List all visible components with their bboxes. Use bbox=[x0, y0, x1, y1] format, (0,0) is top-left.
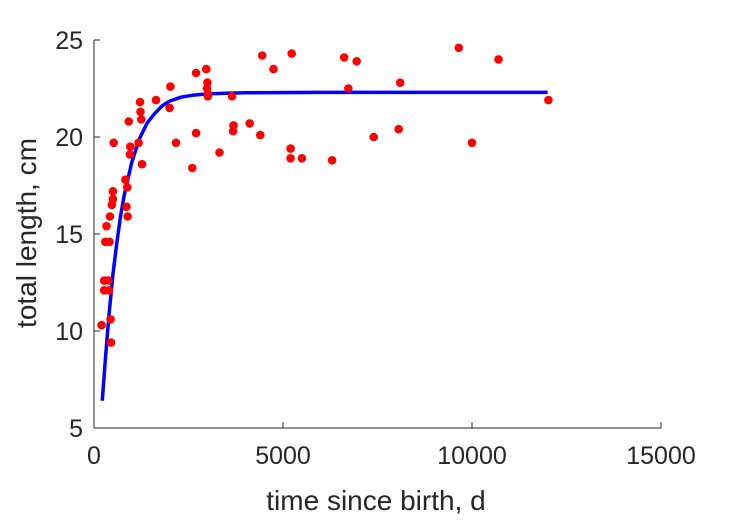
data-point bbox=[369, 132, 379, 142]
data-point bbox=[352, 57, 362, 66]
data-point bbox=[102, 221, 111, 231]
data-point bbox=[344, 84, 353, 93]
data-point bbox=[165, 103, 174, 113]
fit-curve-layer bbox=[100, 90, 548, 401]
data-point bbox=[286, 154, 295, 163]
fit-curve bbox=[100, 90, 548, 401]
x-tick-label: 0 bbox=[87, 442, 101, 470]
data-point bbox=[166, 82, 175, 91]
x-axis-label: time since birth, d bbox=[266, 485, 485, 516]
data-point bbox=[108, 187, 118, 196]
data-point bbox=[126, 142, 135, 151]
data-point bbox=[286, 144, 295, 153]
data-point bbox=[339, 53, 349, 62]
data-point bbox=[109, 138, 118, 148]
data-point bbox=[188, 163, 197, 173]
data-point bbox=[327, 156, 337, 165]
data-point bbox=[121, 175, 130, 184]
data-point bbox=[255, 130, 265, 140]
data-point bbox=[97, 320, 106, 330]
data-point bbox=[125, 150, 135, 159]
data-point bbox=[123, 183, 132, 192]
data-point bbox=[467, 138, 477, 148]
data-point bbox=[124, 117, 134, 126]
data-point bbox=[108, 194, 118, 204]
data-point bbox=[257, 51, 267, 60]
data-point bbox=[122, 202, 131, 212]
data-point bbox=[297, 154, 307, 163]
data-point bbox=[494, 55, 503, 64]
data-point bbox=[136, 107, 145, 117]
data-point bbox=[137, 115, 146, 124]
data-point bbox=[395, 78, 405, 87]
y-tick-label: 20 bbox=[55, 124, 83, 152]
x-tick-label: 5000 bbox=[255, 442, 311, 470]
data-point bbox=[134, 138, 143, 148]
data-point bbox=[394, 124, 404, 134]
y-tick-label: 5 bbox=[69, 415, 83, 443]
data-point bbox=[106, 315, 115, 324]
data-point bbox=[105, 212, 115, 221]
data-point bbox=[227, 92, 237, 101]
data-point bbox=[106, 338, 116, 347]
y-tick-label: 10 bbox=[55, 318, 83, 346]
data-point bbox=[454, 43, 464, 53]
y-axis-label: total length, cm bbox=[11, 138, 42, 328]
data-point bbox=[203, 78, 212, 87]
data-point bbox=[135, 97, 145, 107]
data-point bbox=[191, 68, 201, 78]
data-points-layer bbox=[97, 43, 553, 347]
data-point bbox=[137, 159, 147, 169]
data-point bbox=[104, 286, 114, 295]
data-point bbox=[287, 49, 297, 58]
y-axis-ticks: 5 10 15 20 25 bbox=[55, 27, 100, 443]
data-point bbox=[215, 148, 224, 157]
x-tick-label: 15000 bbox=[626, 442, 696, 470]
data-point bbox=[123, 212, 132, 221]
data-point bbox=[171, 138, 181, 148]
data-point bbox=[104, 276, 113, 285]
data-point bbox=[229, 121, 238, 130]
data-point bbox=[269, 64, 278, 74]
data-point bbox=[544, 95, 553, 105]
data-point bbox=[202, 64, 211, 74]
data-point bbox=[203, 90, 213, 99]
data-point bbox=[151, 95, 161, 105]
data-point bbox=[245, 119, 254, 128]
data-point bbox=[191, 128, 201, 138]
y-tick-label: 25 bbox=[55, 27, 83, 55]
x-axis-ticks: 0 5000 10000 15000 bbox=[87, 422, 696, 470]
y-tick-label: 15 bbox=[55, 221, 83, 249]
data-point bbox=[105, 237, 114, 247]
x-tick-label: 10000 bbox=[437, 442, 507, 470]
